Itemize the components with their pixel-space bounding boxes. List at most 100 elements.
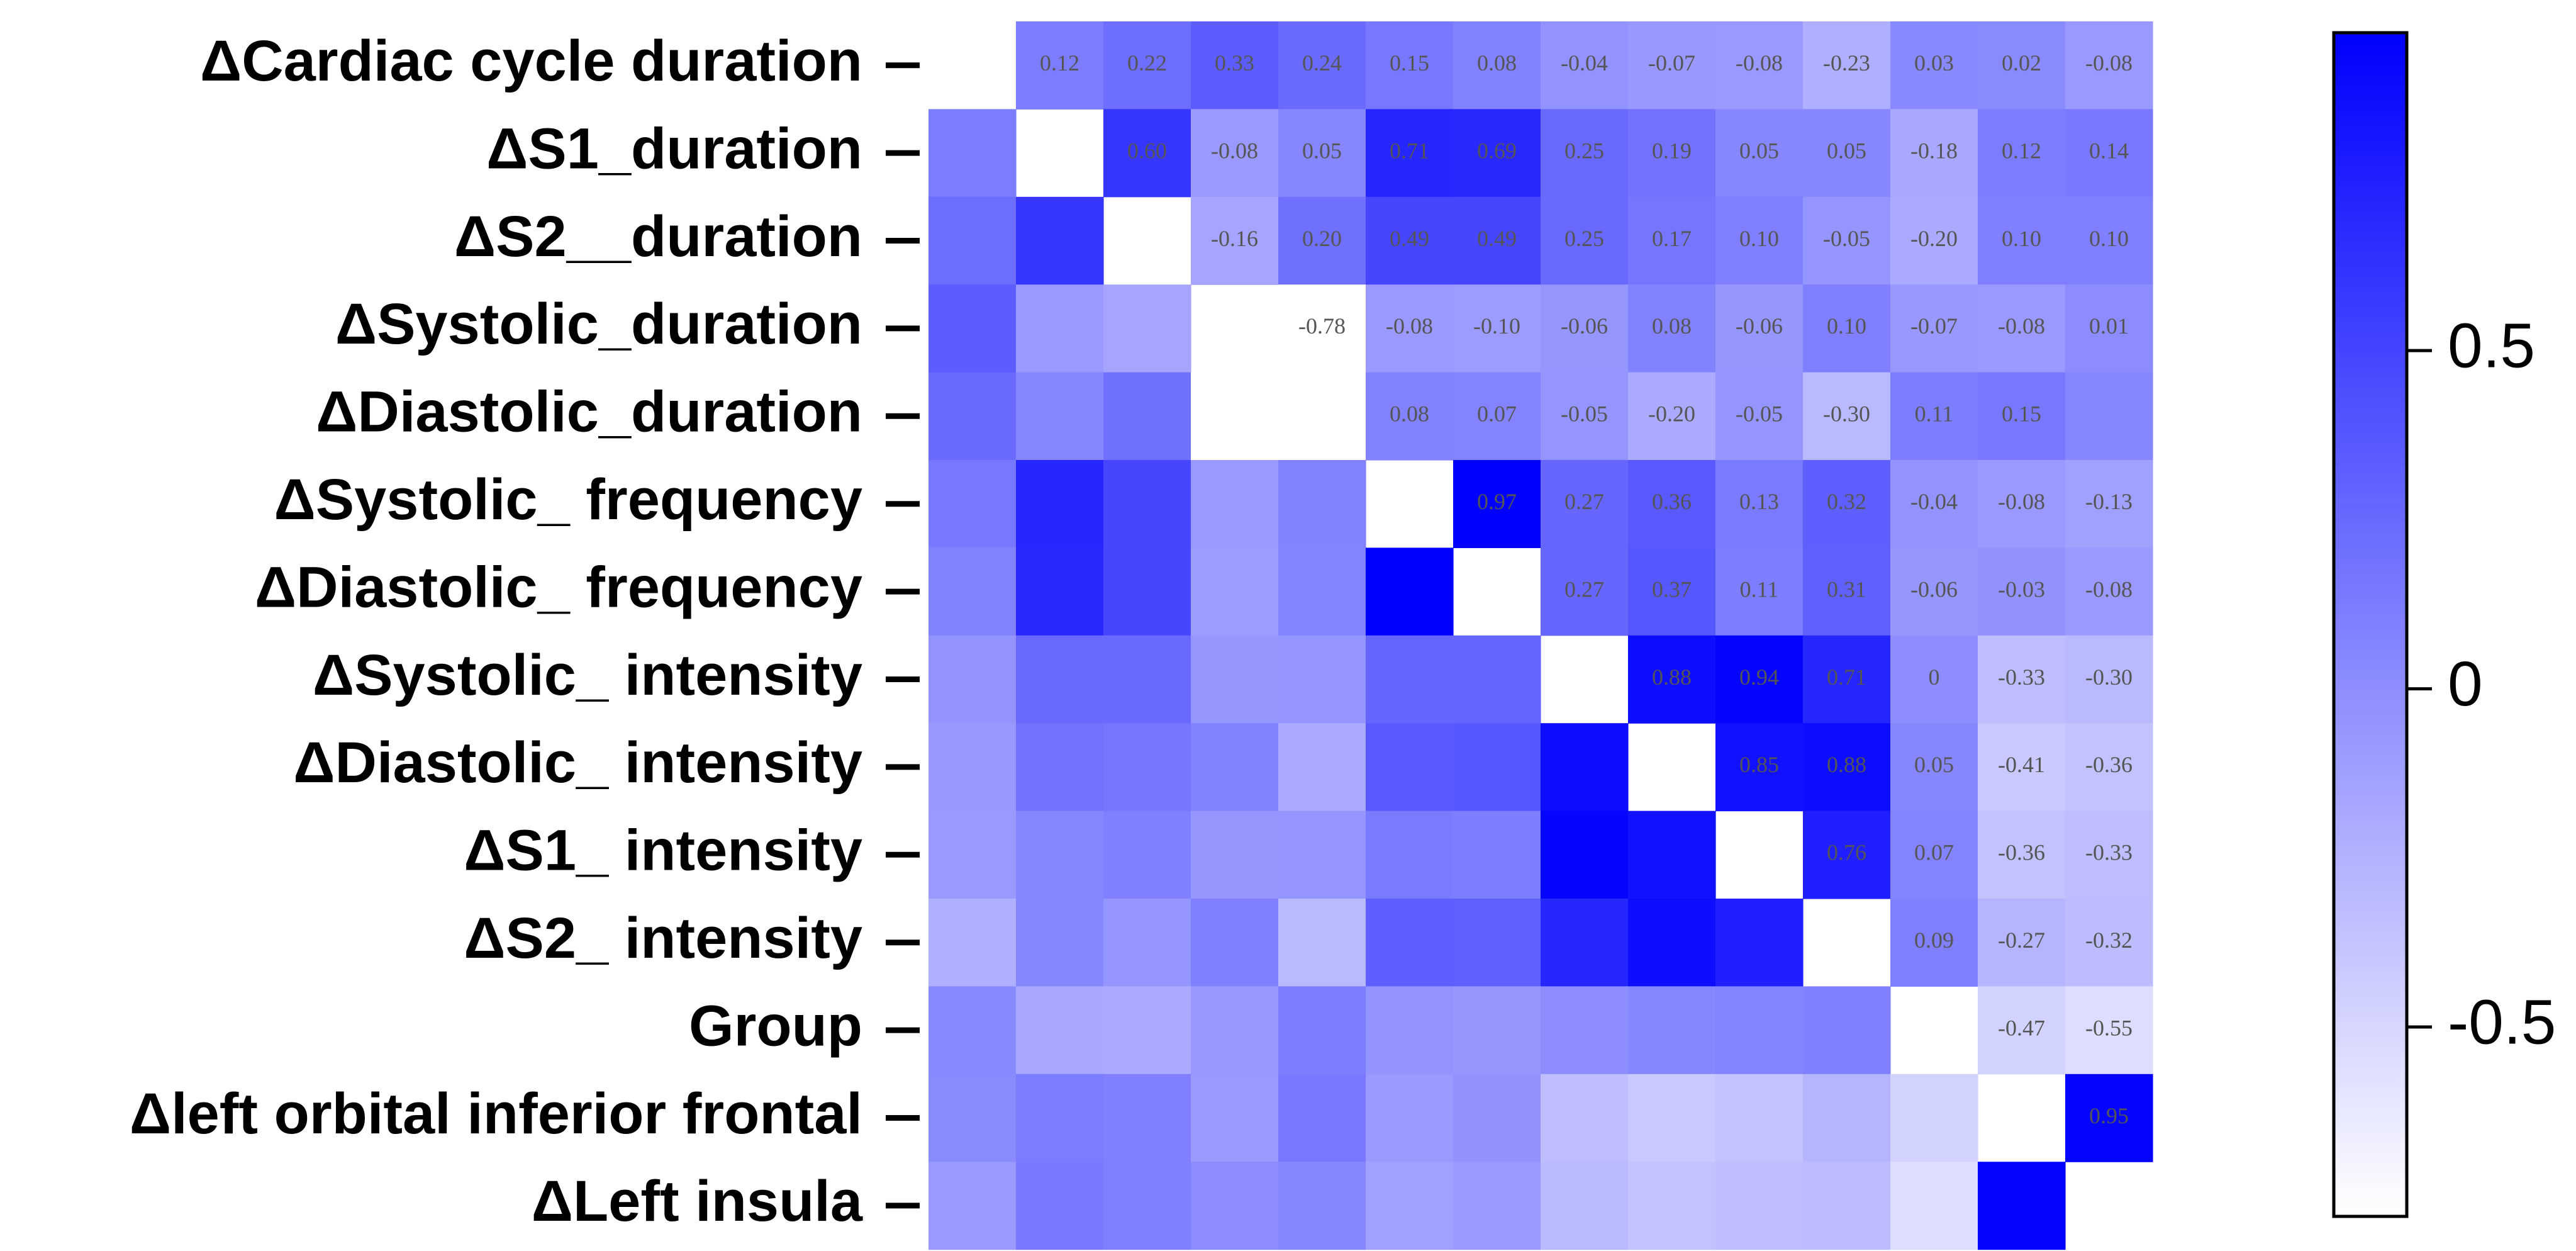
heatmap-cell bbox=[1278, 1162, 1366, 1250]
heatmap-cell bbox=[2065, 460, 2153, 548]
row-label: Group bbox=[689, 994, 862, 1058]
cell-value-label: 0.13 bbox=[1739, 489, 1779, 514]
heatmap-cell bbox=[2065, 1074, 2153, 1162]
heatmap-cell bbox=[2065, 284, 2153, 373]
cell-value-label: 0.10 bbox=[1739, 226, 1779, 251]
heatmap-cell bbox=[1366, 899, 1454, 987]
heatmap-cell bbox=[1978, 21, 2066, 109]
heatmap-cell bbox=[928, 109, 1017, 198]
heatmap-cell bbox=[1191, 21, 1279, 109]
heatmap-cell bbox=[1890, 372, 1978, 461]
cell-value-label: 0.76 bbox=[1827, 840, 1866, 865]
heatmap-cell bbox=[1016, 635, 1104, 724]
heatmap-cell bbox=[1978, 284, 2066, 373]
heatmap-cell bbox=[1978, 196, 2066, 285]
heatmap-cell bbox=[1978, 372, 2066, 461]
heatmap-cell bbox=[1103, 1162, 1191, 1250]
cell-value-label: 0.60 bbox=[1127, 138, 1167, 163]
heatmap-cell bbox=[1978, 109, 2066, 198]
heatmap-cell bbox=[2065, 21, 2153, 109]
cell-value-label: -0.07 bbox=[1910, 313, 1958, 339]
cell-value-label: -0.41 bbox=[1998, 752, 2045, 777]
heatmap-cell bbox=[1890, 811, 1978, 899]
cell-value-label: 0.05 bbox=[1739, 138, 1779, 163]
cell-value-label: 0.08 bbox=[1390, 401, 1429, 427]
heatmap-cell bbox=[1278, 899, 1366, 987]
cell-value-label: -0.47 bbox=[1998, 1015, 2045, 1040]
heatmap-cell bbox=[1191, 460, 1279, 548]
heatmap-cell bbox=[1715, 109, 1804, 198]
heatmap-cell bbox=[1715, 1074, 1804, 1162]
colorbar-tick-label: -0.5 bbox=[2448, 987, 2556, 1057]
heatmap-cell bbox=[1191, 372, 1279, 461]
heatmap-cell bbox=[1715, 723, 1804, 812]
heatmap-cell bbox=[1103, 1074, 1191, 1162]
cell-value-label: -0.55 bbox=[2085, 1015, 2133, 1040]
heatmap-cell bbox=[1715, 284, 1804, 373]
heatmap-cell bbox=[1628, 1074, 1716, 1162]
heatmap-cell bbox=[1278, 284, 1366, 373]
heatmap-cell bbox=[1541, 723, 1629, 812]
cell-value-label: 0.08 bbox=[1477, 50, 1517, 76]
heatmap-cell bbox=[1453, 109, 1541, 198]
heatmap-cell bbox=[1803, 284, 1891, 373]
cell-value-label: 0.07 bbox=[1477, 401, 1517, 427]
cell-value-label: -0.06 bbox=[1736, 313, 1783, 339]
heatmap-cell bbox=[1191, 547, 1279, 636]
cell-value-label: -0.20 bbox=[1910, 226, 1958, 251]
heatmap-cell bbox=[928, 1162, 1017, 1250]
heatmap-cell bbox=[1541, 986, 1629, 1075]
heatmap-cell bbox=[1803, 372, 1891, 461]
row-label: ΔSystolic_duration bbox=[335, 292, 862, 356]
heatmap-cell bbox=[1278, 21, 1366, 109]
heatmap-cell bbox=[1803, 547, 1891, 636]
heatmap-cell bbox=[1890, 284, 1978, 373]
cell-value-label: 0.69 bbox=[1477, 138, 1517, 163]
cell-value-label: 0.01 bbox=[2089, 313, 2129, 339]
cell-value-label: 0.07 bbox=[1914, 840, 1954, 865]
heatmap-cell bbox=[1803, 1074, 1891, 1162]
heatmap-cell bbox=[1978, 547, 2066, 636]
heatmap-cell bbox=[1366, 21, 1454, 109]
heatmap-cell bbox=[1366, 196, 1454, 285]
cell-value-label: 0.94 bbox=[1739, 665, 1779, 690]
cell-value-label: 0.05 bbox=[1302, 138, 1342, 163]
colorbar bbox=[2332, 31, 2409, 1218]
row-label: ΔCardiac cycle duration bbox=[200, 29, 862, 93]
heatmap-cell bbox=[1541, 460, 1629, 548]
heatmap-cell bbox=[1541, 196, 1629, 285]
heatmap-cell bbox=[1541, 284, 1629, 373]
cell-value-label: 0.02 bbox=[2002, 50, 2041, 76]
heatmap-cell bbox=[928, 811, 1017, 899]
cell-value-label: -0.08 bbox=[1386, 313, 1433, 339]
cell-value-label: 0.33 bbox=[1215, 50, 1254, 76]
cell-value-label: 0.85 bbox=[1739, 752, 1779, 777]
heatmap-cell bbox=[1366, 811, 1454, 899]
heatmap-cell bbox=[1890, 723, 1978, 812]
heatmap-cell bbox=[1191, 196, 1279, 285]
cell-value-label: 0.49 bbox=[1390, 226, 1429, 251]
heatmap-cell bbox=[1453, 460, 1541, 548]
heatmap-cell bbox=[1715, 460, 1804, 548]
heatmap-cell bbox=[1191, 899, 1279, 987]
cell-value-label: 0.49 bbox=[1477, 226, 1517, 251]
heatmap-cell bbox=[1191, 1162, 1279, 1250]
cell-value-label: -0.36 bbox=[1998, 840, 2045, 865]
cell-value-label: 0.31 bbox=[1827, 576, 1866, 602]
heatmap-cell bbox=[1278, 986, 1366, 1075]
cell-value-label: 0 bbox=[1929, 665, 1940, 690]
heatmap-cell bbox=[928, 196, 1017, 285]
heatmap-cell bbox=[1103, 21, 1191, 109]
cell-value-label: -0.20 bbox=[1648, 401, 1695, 427]
cell-value-label: 0.37 bbox=[1652, 576, 1692, 602]
heatmap-cell bbox=[1628, 109, 1716, 198]
heatmap-cell bbox=[928, 547, 1017, 636]
row-label: ΔSystolic_ frequency bbox=[274, 468, 862, 532]
heatmap-cell bbox=[1803, 723, 1891, 812]
heatmap-cell bbox=[1803, 811, 1891, 899]
heatmap-cell bbox=[1890, 899, 1978, 987]
heatmap-cell bbox=[1278, 196, 1366, 285]
heatmap-cell bbox=[1103, 284, 1191, 373]
heatmap-cell bbox=[1278, 109, 1366, 198]
